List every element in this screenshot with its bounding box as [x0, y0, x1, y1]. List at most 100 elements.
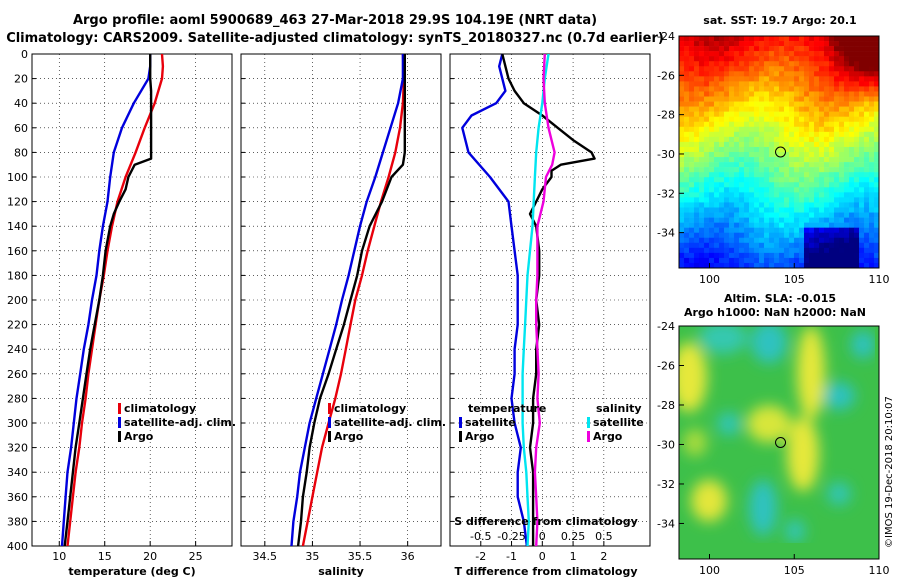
- sst-cell: [819, 152, 825, 158]
- sst-cell: [779, 177, 785, 183]
- sst-cell: [794, 136, 800, 143]
- sst-cell: [849, 242, 855, 249]
- sst-cell: [799, 202, 805, 208]
- sst-cell: [729, 167, 735, 173]
- sst-cell: [799, 212, 805, 218]
- sst-cell: [734, 227, 740, 233]
- sst-cell: [799, 136, 805, 143]
- sst-cell: [739, 76, 745, 82]
- sst-cell: [744, 247, 750, 254]
- sst-cell: [704, 61, 710, 67]
- sst-cell: [869, 167, 875, 173]
- sst-cell: [754, 76, 760, 82]
- sst-cell: [834, 51, 840, 57]
- sst-cell: [809, 252, 815, 259]
- sst-cell: [844, 51, 850, 57]
- sst-cell: [699, 232, 705, 239]
- sst-cell: [689, 152, 695, 158]
- s-diff-tick-label: 0.25: [561, 530, 586, 543]
- sst-cell: [729, 121, 735, 128]
- sst-cell: [819, 257, 825, 264]
- sst-cell: [874, 242, 880, 249]
- sst-cell: [809, 237, 815, 244]
- sst-cell: [829, 116, 835, 123]
- sst-cell: [694, 197, 700, 203]
- sst-cell: [744, 232, 750, 239]
- sst-cell: [694, 56, 700, 62]
- sst-cell: [689, 162, 695, 168]
- legend-salinity-title: salinity: [596, 402, 642, 415]
- sst-cell: [729, 152, 735, 158]
- sst-cell: [804, 131, 810, 138]
- sst-cell: [739, 126, 745, 133]
- sst-cell: [874, 232, 880, 239]
- sst-cell: [759, 41, 765, 47]
- sst-cell: [844, 152, 850, 158]
- sst-cell: [849, 101, 855, 107]
- sst-cell: [874, 212, 880, 218]
- sst-cell: [854, 126, 860, 133]
- sst-cell: [724, 116, 730, 123]
- sst-cell: [854, 187, 860, 193]
- sla-blob: [787, 416, 819, 492]
- sst-cell: [804, 212, 810, 218]
- sst-cell: [814, 222, 820, 228]
- sst-cell: [849, 162, 855, 168]
- sst-cell: [699, 207, 705, 213]
- sst-cell: [874, 81, 880, 87]
- sst-cell: [719, 146, 725, 153]
- sst-cell: [679, 106, 685, 112]
- sst-cell: [784, 242, 790, 249]
- sst-cell: [729, 46, 735, 52]
- sst-cell: [679, 51, 685, 57]
- x-tick-label: 0: [539, 550, 546, 563]
- sst-cell: [774, 96, 780, 102]
- sst-cell: [679, 61, 685, 67]
- sst-cell: [844, 262, 850, 269]
- sst-cell: [774, 46, 780, 52]
- sst-cell: [754, 227, 760, 233]
- sst-cell: [764, 71, 770, 77]
- sst-cell: [759, 202, 765, 208]
- sst-cell: [749, 111, 755, 117]
- sst-cell: [784, 227, 790, 233]
- sst-cell: [814, 146, 820, 153]
- sst-cell: [779, 257, 785, 264]
- sst-cell: [689, 242, 695, 249]
- sst-cell: [819, 36, 825, 42]
- sst-cell: [824, 207, 830, 213]
- sst-cell: [804, 192, 810, 198]
- sst-cell: [804, 96, 810, 102]
- sst-cell: [819, 262, 825, 269]
- sst-cell: [714, 126, 720, 133]
- sst-cell: [729, 207, 735, 213]
- sst-cell: [724, 187, 730, 193]
- sst-cell: [699, 61, 705, 67]
- sst-cell: [824, 172, 830, 178]
- sst-cell: [804, 116, 810, 123]
- sst-cell: [769, 46, 775, 52]
- sst-cell: [829, 207, 835, 213]
- sst-cell: [794, 262, 800, 269]
- sst-cell: [839, 262, 845, 269]
- sst-cell: [684, 212, 690, 218]
- sst-cell: [824, 111, 830, 117]
- sst-cell: [754, 86, 760, 92]
- sst-cell: [714, 141, 720, 148]
- sst-cell: [874, 157, 880, 163]
- sst-cell: [724, 192, 730, 198]
- sst-cell: [759, 96, 765, 102]
- sst-cell: [774, 197, 780, 203]
- sst-cell: [724, 61, 730, 67]
- sst-cell: [694, 106, 700, 112]
- sst-cell: [774, 162, 780, 168]
- sst-cell: [814, 262, 820, 269]
- sst-cell: [859, 76, 865, 82]
- sst-cell: [799, 106, 805, 112]
- sst-cell: [814, 141, 820, 148]
- sst-cell: [724, 247, 730, 254]
- map-lat-label: -26: [657, 359, 675, 372]
- sst-cell: [754, 182, 760, 188]
- sst-cell: [839, 202, 845, 208]
- sst-cell: [824, 192, 830, 198]
